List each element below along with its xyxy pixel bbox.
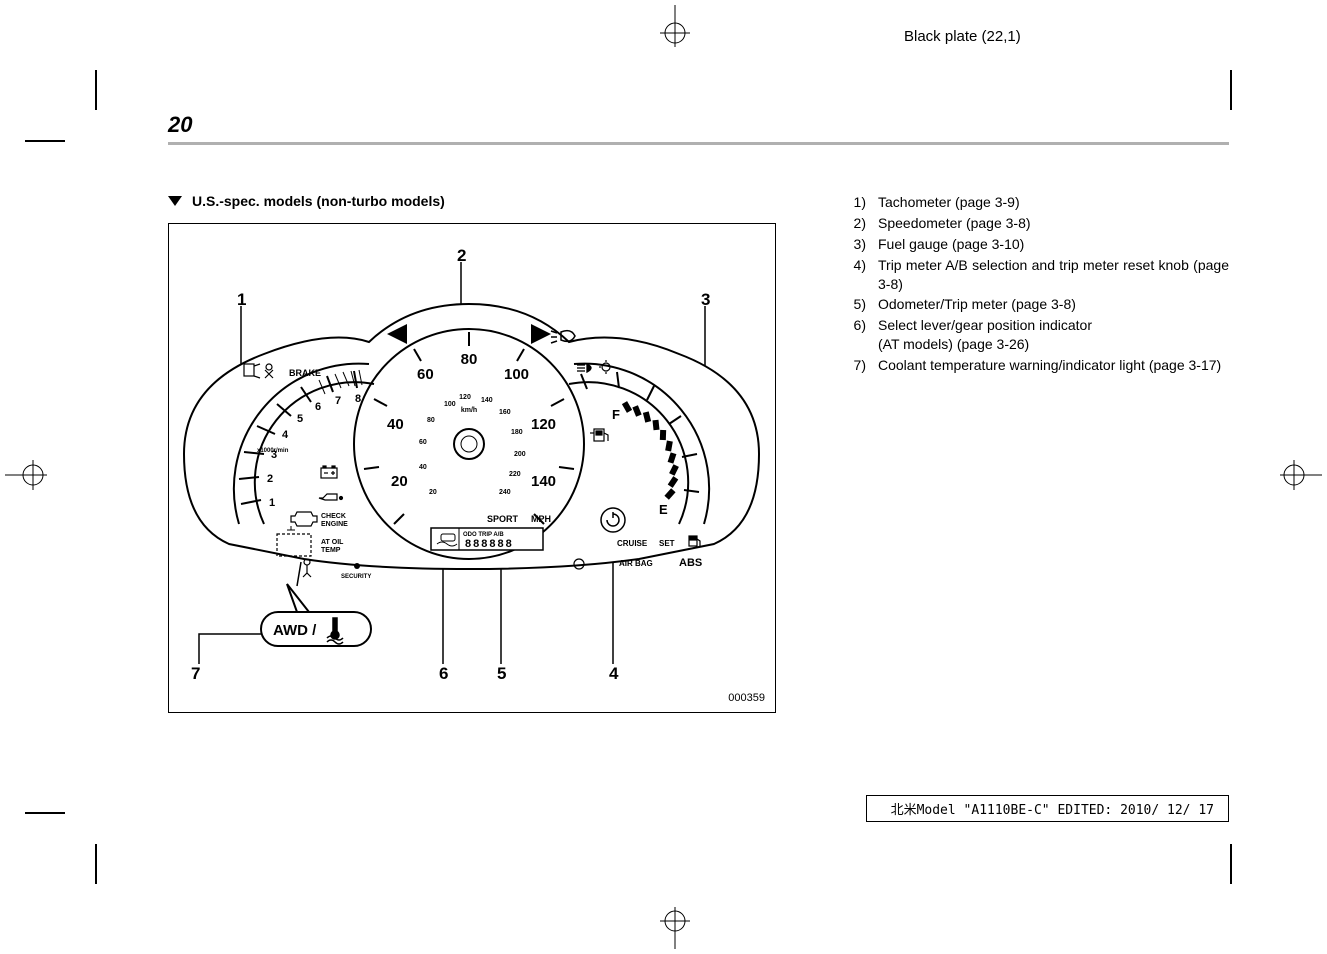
- svg-text:5: 5: [297, 413, 303, 425]
- footer-model-info: 北米Model "A1110BE-C" EDITED: 2010/ 12/ 17: [866, 795, 1229, 822]
- triangle-down-icon: [168, 196, 182, 206]
- crop-mark: [1230, 70, 1232, 110]
- svg-text:MPH: MPH: [531, 514, 551, 524]
- svg-text:8: 8: [355, 393, 361, 405]
- callout-5: 5: [497, 664, 506, 684]
- mph-20: 20: [391, 473, 408, 490]
- legend-item: 6)Select lever/gear position indicator (…: [848, 316, 1229, 354]
- svg-text:40: 40: [419, 464, 427, 471]
- svg-text:ENGINE: ENGINE: [321, 521, 348, 528]
- cluster-svg: 20 40 60 80 100 120 140 20 40 60 80 100 …: [169, 224, 777, 714]
- svg-text:80: 80: [427, 417, 435, 424]
- mph-120: 120: [531, 416, 556, 433]
- svg-text:SECURITY: SECURITY: [341, 574, 371, 580]
- crop-mark: [25, 140, 65, 142]
- trip-reset-knob: [601, 508, 625, 532]
- mph-140: 140: [531, 473, 556, 490]
- callout-4: 4: [609, 664, 618, 684]
- crop-mark: [1230, 844, 1232, 884]
- crop-mark: [95, 844, 97, 884]
- svg-text:F: F: [612, 407, 620, 422]
- svg-text:AT OIL: AT OIL: [321, 539, 344, 546]
- page-body: 20 U.S.-spec. models (non-turbo models) …: [98, 112, 1229, 842]
- svg-text:240: 240: [499, 489, 511, 496]
- content-row: U.S.-spec. models (non-turbo models) 2 1…: [98, 145, 1229, 713]
- header-black-plate: Black plate (22,1): [904, 28, 1021, 45]
- svg-text:4: 4: [282, 429, 289, 441]
- svg-text:220: 220: [509, 471, 521, 478]
- page-number: 20: [98, 112, 1229, 138]
- svg-text:SET: SET: [659, 539, 675, 548]
- svg-text:x1000r/min: x1000r/min: [257, 448, 289, 454]
- svg-text:TEMP: TEMP: [321, 547, 341, 554]
- svg-text:AIR BAG: AIR BAG: [619, 559, 653, 568]
- legend-item: 2)Speedometer (page 3-8): [848, 214, 1229, 233]
- callout-2: 2: [457, 246, 466, 266]
- svg-text:BRAKE: BRAKE: [289, 368, 321, 378]
- svg-text:AWD /: AWD /: [273, 622, 317, 639]
- svg-text:200: 200: [514, 451, 526, 458]
- svg-text:km/h: km/h: [461, 407, 477, 414]
- left-column: U.S.-spec. models (non-turbo models) 2 1…: [168, 193, 788, 713]
- svg-text:100: 100: [444, 401, 456, 408]
- legend-item: 7)Coolant temperature warning/indicator …: [848, 356, 1229, 375]
- reg-mark-top: [660, 5, 690, 47]
- callout-1: 1: [237, 290, 246, 310]
- svg-text:160: 160: [499, 409, 511, 416]
- right-column: 1)Tachometer (page 3-9) 2)Speedometer (p…: [848, 193, 1229, 713]
- high-beam-icon: [577, 364, 591, 372]
- svg-text:20: 20: [429, 489, 437, 496]
- svg-text:CHECK: CHECK: [321, 513, 346, 520]
- diagram-id: 000359: [728, 692, 765, 704]
- mph-80: 80: [461, 351, 478, 368]
- svg-text:SPORT: SPORT: [487, 514, 519, 524]
- mph-40: 40: [387, 416, 404, 433]
- instrument-cluster-diagram: 2 1 3 7 6 5 4: [168, 223, 776, 713]
- svg-text:140: 140: [481, 397, 493, 404]
- legend-item: 3)Fuel gauge (page 3-10): [848, 235, 1229, 254]
- legend-list: 1)Tachometer (page 3-9) 2)Speedometer (p…: [848, 193, 1229, 375]
- reg-mark-bottom: [660, 907, 690, 949]
- svg-text:888888: 888888: [465, 538, 514, 550]
- svg-text:ABS: ABS: [679, 557, 702, 569]
- callout-3: 3: [701, 290, 710, 310]
- legend-item: 4)Trip meter A/B selection and trip mete…: [848, 256, 1229, 294]
- svg-text:CRUISE: CRUISE: [617, 539, 648, 548]
- section-heading-text: U.S.-spec. models (non-turbo models): [192, 193, 445, 209]
- mph-100: 100: [504, 366, 529, 383]
- legend-item: 5)Odometer/Trip meter (page 3-8): [848, 295, 1229, 314]
- section-heading: U.S.-spec. models (non-turbo models): [168, 193, 788, 209]
- crop-mark: [25, 812, 65, 814]
- mph-60: 60: [417, 366, 434, 383]
- reg-mark-left: [5, 460, 47, 490]
- crop-mark: [95, 70, 97, 110]
- svg-text:180: 180: [511, 429, 523, 436]
- passenger-icon: [303, 559, 311, 577]
- callout-6: 6: [439, 664, 448, 684]
- svg-text:120: 120: [459, 394, 471, 401]
- svg-text:2: 2: [267, 473, 273, 485]
- reg-mark-right: [1280, 460, 1322, 490]
- svg-text:60: 60: [419, 439, 427, 446]
- legend-item: 1)Tachometer (page 3-9): [848, 193, 1229, 212]
- svg-text:7: 7: [335, 395, 341, 407]
- svg-text:6: 6: [315, 401, 321, 413]
- svg-text:1: 1: [269, 497, 275, 509]
- svg-text:E: E: [659, 502, 668, 517]
- callout-7: 7: [191, 664, 200, 684]
